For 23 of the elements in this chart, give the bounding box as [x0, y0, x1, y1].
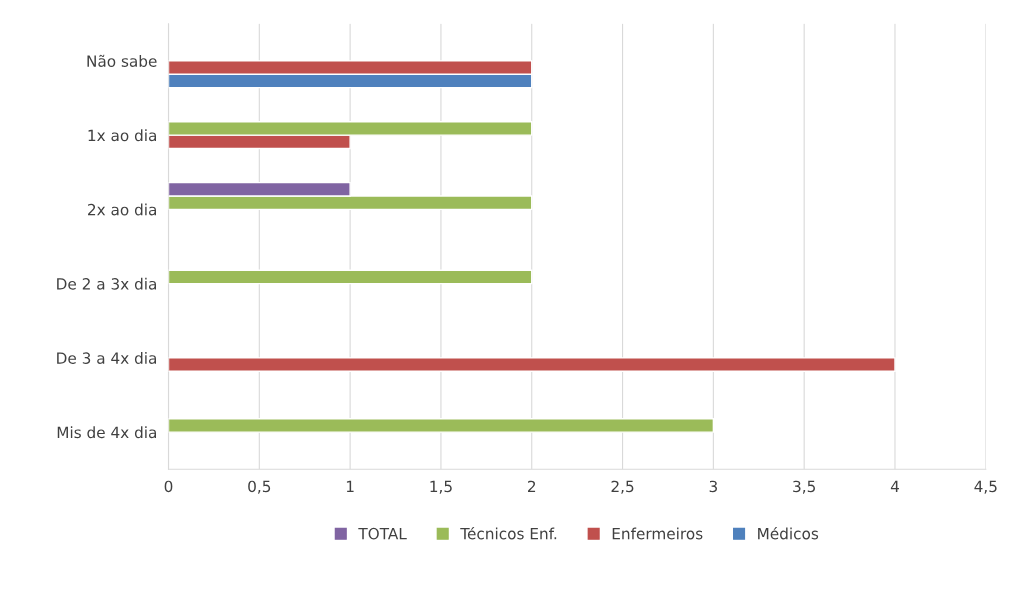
y-tick-label: De 3 a 4x dia — [57, 352, 156, 364]
legend-label: Médicos — [758, 526, 819, 540]
legend-label: Técnicos Enf. — [460, 526, 557, 540]
x-tick-label: 3,5 — [793, 480, 815, 494]
x-tick-label: 1,5 — [430, 480, 452, 494]
y-tick-label: Mis de 4x dia — [57, 426, 156, 439]
y-tick-label: 2x ao dia — [88, 203, 156, 216]
x-tick-label: 4 — [890, 480, 899, 492]
x-tick-label: 0,5 — [248, 480, 271, 494]
x-tick-label: 1 — [346, 480, 354, 492]
x-tick-label: 0 — [164, 480, 173, 493]
y-tick-label: De 2 a 3x dia — [57, 277, 156, 290]
x-tick-label: 2,5 — [611, 480, 634, 494]
legend-label: Enfermeiros — [612, 527, 703, 540]
x-tick-label: 4,5 — [974, 480, 997, 494]
bar — [168, 418, 715, 433]
x-tick-label: 2 — [528, 480, 536, 492]
bar — [168, 269, 533, 285]
y-tick-label: 1x ao dia — [88, 129, 156, 142]
y-tick-label: Não sabe — [87, 54, 157, 67]
legend-label: TOTAL — [358, 527, 407, 540]
bar — [168, 357, 896, 372]
x-tick-label: 3 — [709, 480, 717, 493]
